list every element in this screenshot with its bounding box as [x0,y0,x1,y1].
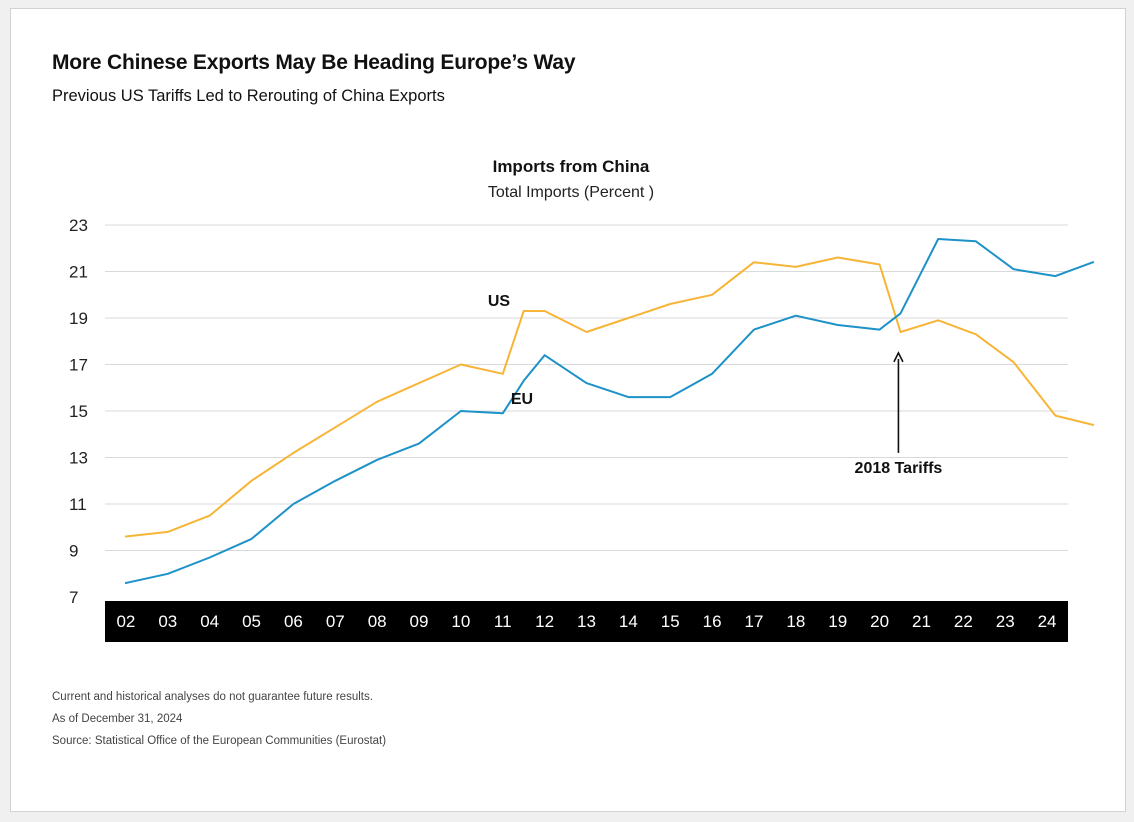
x-tick-label: 04 [200,612,219,631]
x-tick-label: 13 [577,612,596,631]
x-tick-label: 06 [284,612,303,631]
x-tick-label: 19 [828,612,847,631]
y-tick-label: 19 [69,309,88,328]
chart-subtitle: Total Imports (Percent ) [488,184,654,201]
x-axis-ticks: 02 03 04 05 06 07 08 09 10 11 12 13 14 15 16 17 18 19 20 21… [116,612,1056,631]
series-lines [124,238,1095,584]
y-tick-label: 15 [69,402,88,421]
y-tick-label: 11 [69,495,87,514]
x-tick-label: 15 [661,612,680,631]
x-tick-label: 16 [703,612,722,631]
x-tick-label: 12 [535,612,554,631]
as-of-date: As of December 31, 2024 [52,713,183,725]
page-title: More Chinese Exports May Be Heading Euro… [52,51,576,74]
x-tick-label: 22 [954,612,973,631]
x-tick-label: 14 [619,612,638,631]
y-tick-label: 9 [69,542,78,561]
x-tick-label: 11 [494,612,512,631]
x-tick-label: 08 [368,612,387,631]
source-note: Source: Statistical Office of the Europe… [52,735,387,747]
gridlines [105,224,1068,551]
page-subtitle: Previous US Tariffs Led to Rerouting of … [52,87,445,105]
x-tick-label: 23 [996,612,1015,631]
series-label-eu: EU [511,391,533,408]
series-line-us [124,256,1095,538]
chart-card: More Chinese Exports May Be Heading Euro… [10,8,1126,812]
annotation: 2018 Tariffs [855,351,943,477]
x-tick-label: 02 [116,612,135,631]
y-tick-label: 17 [69,356,88,375]
x-tick-label: 21 [912,612,931,631]
series-line-eu [124,238,1095,584]
y-tick-label: 13 [69,449,88,468]
annotation-label: 2018 Tariffs [855,460,943,477]
x-tick-label: 05 [242,612,261,631]
line-chart: Imports from China Total Imports (Percen… [69,157,1095,642]
y-tick-label: 21 [69,263,88,282]
x-tick-label: 24 [1038,612,1057,631]
x-tick-label: 10 [451,612,470,631]
chart-title: Imports from China [493,157,650,176]
footer-notes: Current and historical analyses do not g… [52,691,386,757]
y-axis-ticks: 7 9 11 13 15 17 19 21 23 [69,216,88,607]
annotation-arrow-head [893,351,904,363]
series-labels: US EU [488,293,533,408]
y-tick-label: 23 [69,216,88,235]
x-tick-label: 20 [870,612,889,631]
x-tick-label: 18 [786,612,805,631]
x-tick-label: 09 [410,612,429,631]
x-axis-band [105,601,1068,642]
x-tick-label: 17 [745,612,764,631]
disclaimer-text: Current and historical analyses do not g… [52,691,373,703]
x-tick-label: 07 [326,612,345,631]
series-label-us: US [488,293,511,310]
x-tick-label: 03 [158,612,177,631]
y-tick-label: 7 [69,588,78,607]
